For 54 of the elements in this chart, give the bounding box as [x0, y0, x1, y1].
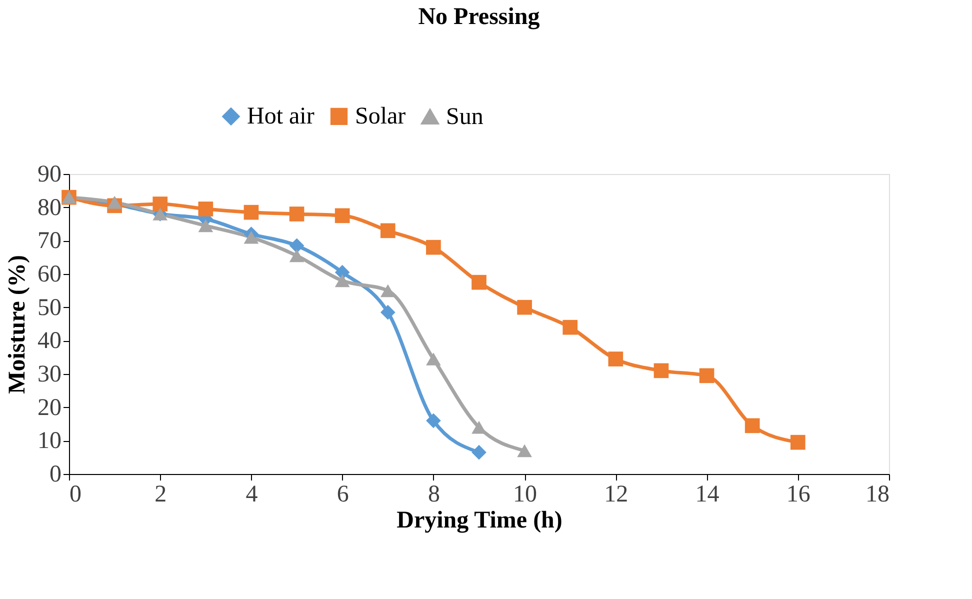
y-tick-label: 0 [50, 462, 62, 488]
point [472, 444, 486, 460]
point [289, 249, 304, 262]
point [334, 208, 350, 224]
x-tick-label: 8 [428, 482, 440, 508]
chart-title: No Pressing [418, 4, 540, 30]
point [608, 352, 624, 366]
point [198, 202, 214, 216]
y-axis-title: Moisture (%) [4, 255, 30, 394]
point [380, 304, 396, 320]
y-tick-label: 60 [38, 262, 62, 288]
y-tick-label: 10 [38, 428, 62, 454]
point [426, 240, 441, 255]
legend-label: Solar [355, 103, 406, 130]
point [426, 413, 441, 428]
y-tick-label: 90 [38, 162, 62, 188]
x-tick-label: 14 [695, 482, 720, 508]
point [472, 420, 486, 434]
point [244, 230, 259, 244]
point [244, 204, 259, 220]
point [380, 223, 396, 238]
point [517, 300, 532, 315]
legend-label: Sun [446, 104, 484, 130]
point [198, 219, 214, 232]
point [380, 284, 396, 298]
x-tick-label: 16 [786, 482, 810, 508]
point [744, 418, 760, 434]
y-tick-label: 50 [38, 294, 62, 321]
x-tick-label: 6 [336, 482, 349, 508]
point [790, 434, 806, 450]
point [107, 196, 122, 209]
y-tick-label: 20 [38, 394, 62, 421]
point [654, 363, 669, 378]
point [289, 238, 304, 254]
y-tick-label: 40 [38, 328, 62, 354]
y-tick-label: 80 [38, 194, 62, 221]
legend-label: Hot air [247, 103, 314, 130]
point [517, 444, 532, 458]
point [472, 274, 486, 290]
x-tick-label: 18 [866, 482, 890, 508]
x-tick-label: 2 [154, 482, 167, 508]
x-axis-title: Drying Time (h) [396, 508, 562, 534]
y-tick-label: 30 [38, 362, 62, 388]
point [334, 274, 350, 288]
point [699, 368, 714, 384]
point [562, 320, 578, 335]
x-tick-label: 0 [70, 482, 82, 508]
x-tick-label: 4 [246, 482, 258, 508]
x-tick-label: 10 [513, 482, 538, 508]
point [152, 196, 168, 212]
y-tick-label: 70 [38, 228, 62, 254]
point [426, 352, 441, 366]
x-tick-label: 12 [604, 482, 628, 508]
point [289, 206, 304, 222]
